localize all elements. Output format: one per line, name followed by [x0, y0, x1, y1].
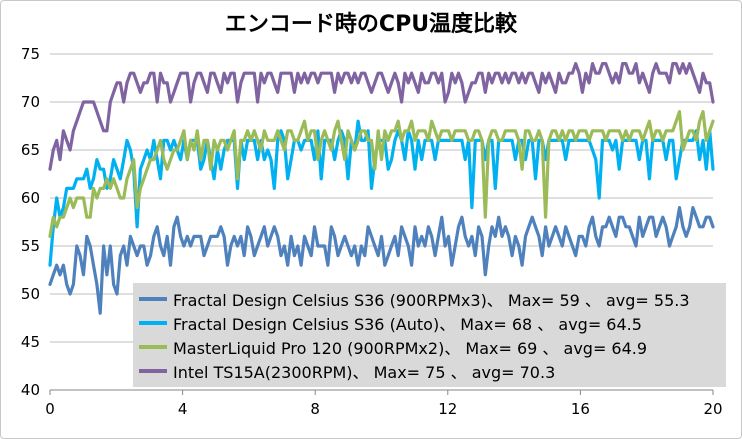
- legend-item: Fractal Design Celsius S36 (Auto)、 Max= …: [139, 311, 642, 335]
- series-line: [48, 61, 715, 171]
- legend-label: Fractal Design Celsius S36 (Auto)、 Max= …: [173, 315, 642, 334]
- legend-label: Intel TS15A(2300RPM)、 Max= 75 、 avg= 70.…: [173, 363, 556, 382]
- series-line: [48, 206, 715, 315]
- y-tick-label: 45: [21, 333, 40, 351]
- x-tick-label: 12: [438, 400, 457, 418]
- x-tick-label: 16: [571, 400, 590, 418]
- chart-title: エンコード時のCPU温度比較: [224, 12, 518, 37]
- legend-swatch: [139, 369, 167, 373]
- y-tick-label: 65: [21, 141, 40, 159]
- y-axis-ticks: 40 45 50 55 60 65 70 75: [21, 45, 40, 399]
- legend-item: Fractal Design Celsius S36 (900RPMx3)、 M…: [139, 287, 690, 311]
- x-tick-label: 0: [45, 400, 55, 418]
- legend-label: MasterLiquid Pro 120 (900RPMx2)、 Max= 69…: [173, 339, 648, 358]
- y-tick-label: 75: [21, 45, 40, 63]
- legend-swatch: [139, 321, 167, 325]
- series-lines: [48, 61, 715, 315]
- legend-swatch: [139, 297, 167, 301]
- legend-item: Intel TS15A(2300RPM)、 Max= 75 、 avg= 70.…: [139, 359, 555, 383]
- x-axis-ticks: 0 4 8 12 16 20: [45, 390, 723, 418]
- y-tick-label: 60: [21, 189, 40, 207]
- series-line: [48, 119, 715, 267]
- legend: Fractal Design Celsius S36 (900RPMx3)、 M…: [133, 283, 726, 387]
- x-tick-label: 20: [703, 400, 722, 418]
- y-tick-label: 40: [21, 381, 40, 399]
- series-line: [48, 109, 715, 238]
- legend-label: Fractal Design Celsius S36 (900RPMx3)、 M…: [173, 291, 690, 310]
- y-tick-label: 70: [21, 93, 40, 111]
- x-tick-label: 4: [178, 400, 188, 418]
- x-tick-label: 8: [310, 400, 320, 418]
- y-tick-label: 55: [21, 237, 40, 255]
- legend-swatch: [139, 345, 167, 349]
- y-tick-label: 50: [21, 285, 40, 303]
- legend-item: MasterLiquid Pro 120 (900RPMx2)、 Max= 69…: [139, 335, 647, 359]
